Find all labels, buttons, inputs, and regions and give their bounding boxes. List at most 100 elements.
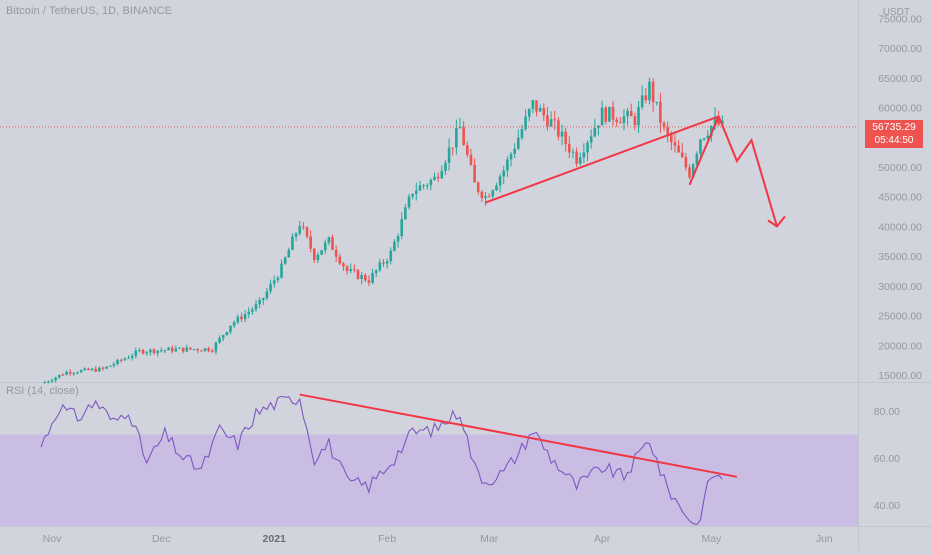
candle-body xyxy=(54,377,57,381)
candle-body xyxy=(615,119,618,123)
rsi-axis-label: 80.00 xyxy=(874,406,900,418)
candle-body xyxy=(680,152,684,158)
candle-body xyxy=(258,300,261,305)
candle-body xyxy=(622,116,626,124)
price-axis-label: 60000.00 xyxy=(878,102,922,114)
candle-body xyxy=(280,263,283,278)
candle-body xyxy=(480,191,484,199)
candle-body xyxy=(210,350,214,352)
rebound-line[interactable] xyxy=(688,116,720,186)
candle-body xyxy=(312,248,316,260)
candle-body xyxy=(305,227,309,237)
rsi-divergence-line[interactable] xyxy=(299,393,738,478)
last-price-badge: 56735.29 05:44:50 xyxy=(865,120,923,148)
time-axis-label: Feb xyxy=(378,533,396,545)
candle-body xyxy=(637,107,640,126)
candle-body xyxy=(356,270,360,279)
candle-body xyxy=(713,117,717,126)
candle-body xyxy=(629,111,633,117)
candle-body xyxy=(145,352,149,354)
candle-body xyxy=(400,219,404,237)
candle-body xyxy=(130,355,134,358)
candle-body xyxy=(411,193,414,197)
candle-body xyxy=(702,138,706,140)
price-axis-label: 40000.00 xyxy=(878,221,922,233)
time-axis-label: May xyxy=(701,533,722,545)
price-axis-label: 30000.00 xyxy=(878,281,922,293)
candle-body xyxy=(294,233,298,237)
price-axis-label: 20000.00 xyxy=(878,340,922,352)
projection-path[interactable] xyxy=(717,116,778,227)
candle-body xyxy=(214,342,218,352)
candle-body xyxy=(367,280,371,283)
candle-body xyxy=(119,359,123,361)
candle-body xyxy=(578,157,582,164)
candle-body xyxy=(221,335,225,338)
candle-body xyxy=(225,331,229,336)
candle-body xyxy=(535,100,538,112)
candle-body xyxy=(101,367,105,369)
candle-body xyxy=(589,136,593,143)
last-price-value: 56735.29 xyxy=(872,121,916,133)
price-axis-label: 70000.00 xyxy=(878,43,922,55)
candle-body xyxy=(455,128,458,148)
candle-body xyxy=(251,309,254,312)
candle-body xyxy=(167,347,170,351)
candle-body xyxy=(181,347,185,352)
candle-body xyxy=(94,368,98,372)
candle-body xyxy=(138,349,141,351)
candle-body xyxy=(112,364,116,366)
candle-body xyxy=(57,374,61,378)
candle-body xyxy=(582,152,586,158)
candle-body xyxy=(644,95,648,101)
candle-body xyxy=(520,129,524,138)
candle-body xyxy=(127,357,130,359)
rsi-line xyxy=(40,395,723,526)
candles xyxy=(43,77,724,384)
candle-body xyxy=(451,147,455,149)
support-trendline[interactable] xyxy=(485,115,720,204)
candle-body xyxy=(571,151,575,153)
candle-body xyxy=(502,170,506,177)
candle-body xyxy=(276,277,280,281)
candle-body xyxy=(291,236,294,250)
candle-body xyxy=(651,81,655,102)
price-axis-label: 65000.00 xyxy=(878,73,922,85)
price-pane[interactable] xyxy=(0,0,858,382)
candle-body xyxy=(72,373,76,375)
candle-body xyxy=(670,134,673,143)
candle-body xyxy=(156,350,159,354)
candle-body xyxy=(666,127,669,135)
candle-body xyxy=(327,237,331,243)
candle-body xyxy=(659,101,662,123)
candle-body xyxy=(61,374,65,376)
candle-body xyxy=(677,145,680,153)
candle-body xyxy=(283,257,287,264)
candle-body xyxy=(76,372,79,374)
candle-body xyxy=(655,101,659,103)
projection-arrowhead xyxy=(767,215,786,228)
candle-body xyxy=(586,142,589,153)
candle-body xyxy=(436,176,440,179)
candle-body xyxy=(476,182,480,192)
candle-body xyxy=(331,237,334,250)
candle-body xyxy=(265,291,269,299)
candle-body xyxy=(608,106,611,122)
candle-body xyxy=(633,116,637,126)
price-axis-label: 15000.00 xyxy=(878,370,922,382)
candle-body xyxy=(549,119,553,127)
candle-body xyxy=(542,108,546,116)
candle-body xyxy=(557,120,560,137)
candle-body xyxy=(287,249,291,258)
candle-body xyxy=(662,122,666,128)
candle-body xyxy=(469,154,473,165)
candle-body xyxy=(163,350,167,352)
time-axis-label: Apr xyxy=(594,533,611,545)
candle-body xyxy=(123,358,127,361)
candle-body xyxy=(407,196,411,208)
candle-body xyxy=(466,145,469,155)
candle-body xyxy=(531,100,535,110)
candle-body xyxy=(218,337,221,343)
